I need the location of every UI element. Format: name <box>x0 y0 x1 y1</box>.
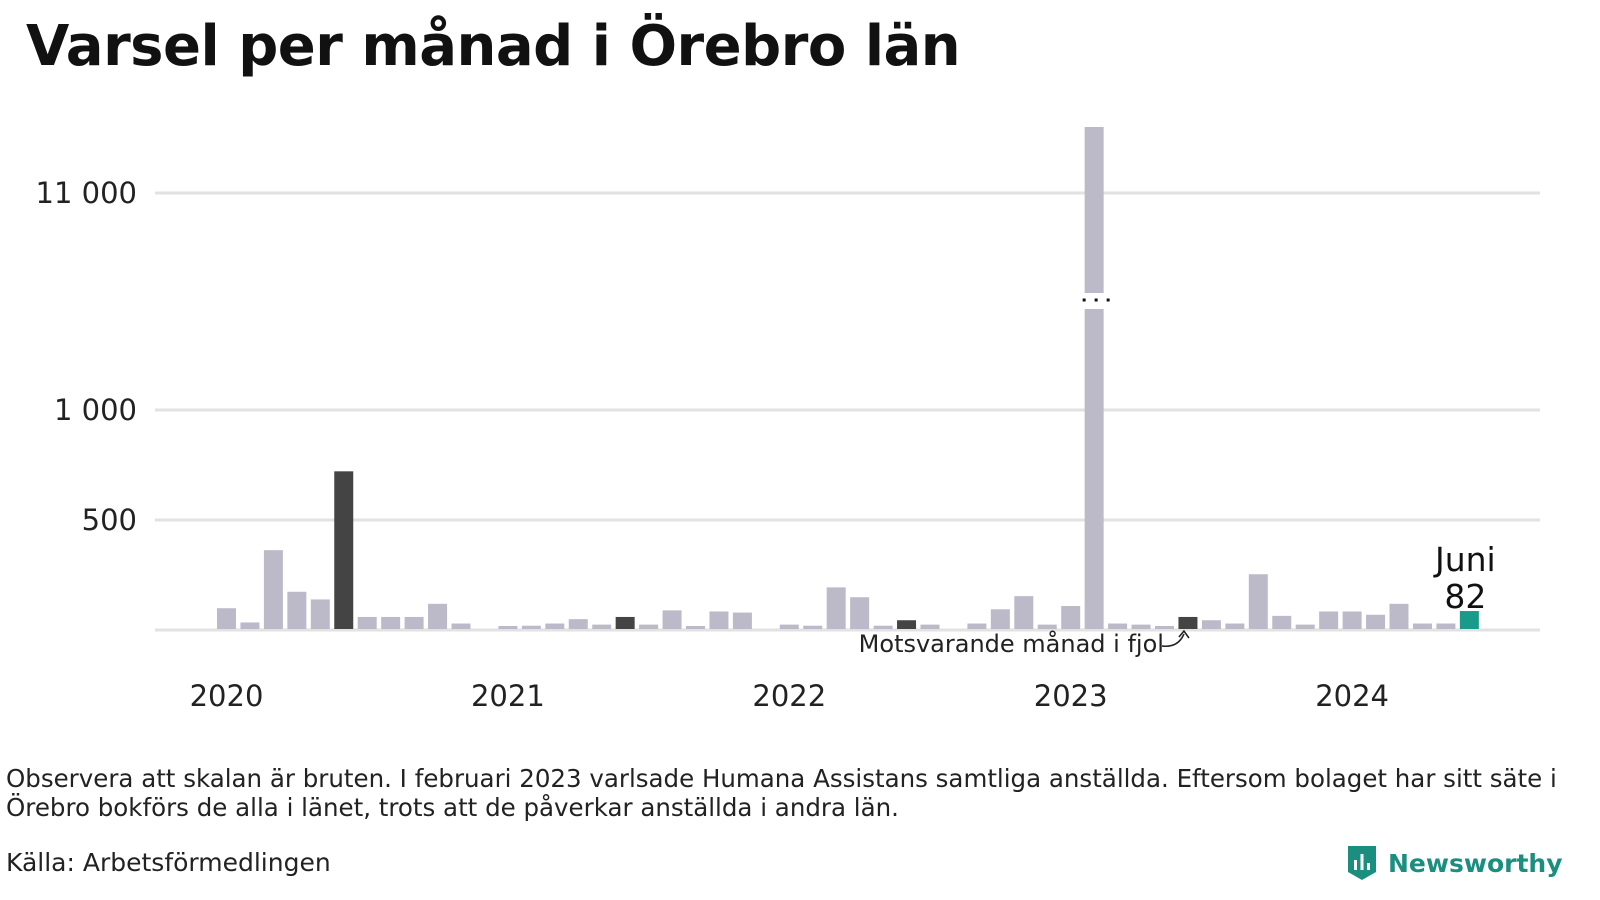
bar <box>1131 624 1151 629</box>
bar <box>1014 596 1034 629</box>
bar <box>803 625 823 629</box>
bar <box>850 597 870 629</box>
y-axis-labels: 500 1 000 11 000 <box>36 176 137 537</box>
bar <box>451 623 471 629</box>
bar <box>662 610 682 629</box>
bar <box>263 550 283 629</box>
bar <box>568 619 588 629</box>
bar <box>381 616 401 629</box>
bar <box>334 471 354 629</box>
bar <box>592 624 612 629</box>
bar <box>521 625 541 629</box>
brand-name: Newsworthy <box>1388 848 1563 878</box>
bar <box>1108 623 1128 629</box>
bar <box>217 608 236 629</box>
bar <box>1295 624 1315 629</box>
bar <box>1412 623 1432 629</box>
bar <box>826 587 846 629</box>
bar <box>1178 616 1198 629</box>
bar <box>1084 127 1104 293</box>
bar <box>1084 309 1104 629</box>
x-tick-label: 2020 <box>190 679 264 713</box>
bar <box>1061 606 1081 629</box>
bar-chart: 500 1 000 11 000 2020 2021 2022 2023 2024 Mots… <box>36 127 1540 713</box>
current-month-label: Juni <box>1433 540 1496 579</box>
chart-note: Observera att skalan är bruten. I februa… <box>6 764 1557 822</box>
bar <box>287 591 307 629</box>
x-tick-label: 2024 <box>1315 679 1389 713</box>
y-tick-label: 500 <box>82 503 137 537</box>
bar <box>967 623 987 629</box>
chart-title: Varsel per månad i Örebro län <box>26 14 961 79</box>
x-tick-label: 2021 <box>471 679 545 713</box>
x-axis-labels: 2020 2021 2022 2023 2024 <box>190 679 1389 713</box>
bar <box>990 609 1010 629</box>
bar <box>709 611 729 629</box>
bar <box>1342 611 1362 629</box>
bar <box>732 612 752 629</box>
bar <box>1436 623 1456 629</box>
bar <box>1225 623 1245 629</box>
x-tick-label: 2022 <box>752 679 826 713</box>
bar <box>1366 614 1386 629</box>
bar <box>686 626 705 629</box>
bar <box>1272 615 1292 629</box>
bar <box>920 624 940 629</box>
bar <box>545 623 565 629</box>
bar <box>1248 574 1268 629</box>
x-tick-label: 2023 <box>1034 679 1108 713</box>
annotation-arrowhead <box>1178 629 1190 639</box>
source-label: Källa: Arbetsförmedlingen <box>6 848 331 877</box>
bar <box>428 603 448 629</box>
bar <box>1037 624 1057 629</box>
bars <box>217 127 1479 629</box>
bar <box>873 625 893 629</box>
annotation-arrow <box>1161 633 1185 648</box>
bar <box>779 624 799 629</box>
bar <box>1389 603 1409 629</box>
previous-year-annotation: Motsvarande månad i fjol <box>859 629 1164 658</box>
bar <box>1319 611 1339 629</box>
y-tick-label: 1 000 <box>54 393 137 427</box>
bar <box>1201 620 1221 629</box>
bar <box>1155 626 1174 629</box>
bar <box>240 622 260 629</box>
bar <box>639 624 659 629</box>
gridlines <box>155 191 1540 632</box>
bar <box>1459 611 1479 629</box>
bar <box>310 599 330 629</box>
current-value-label: 82 <box>1444 577 1486 616</box>
bar <box>897 620 917 629</box>
y-tick-label: 11 000 <box>36 176 137 210</box>
bar <box>404 616 424 629</box>
bar <box>615 616 635 629</box>
bar <box>498 626 518 629</box>
brand-logo[interactable]: Newsworthy <box>1346 844 1563 882</box>
bar <box>357 616 377 629</box>
newsworthy-logo-icon <box>1348 846 1376 880</box>
